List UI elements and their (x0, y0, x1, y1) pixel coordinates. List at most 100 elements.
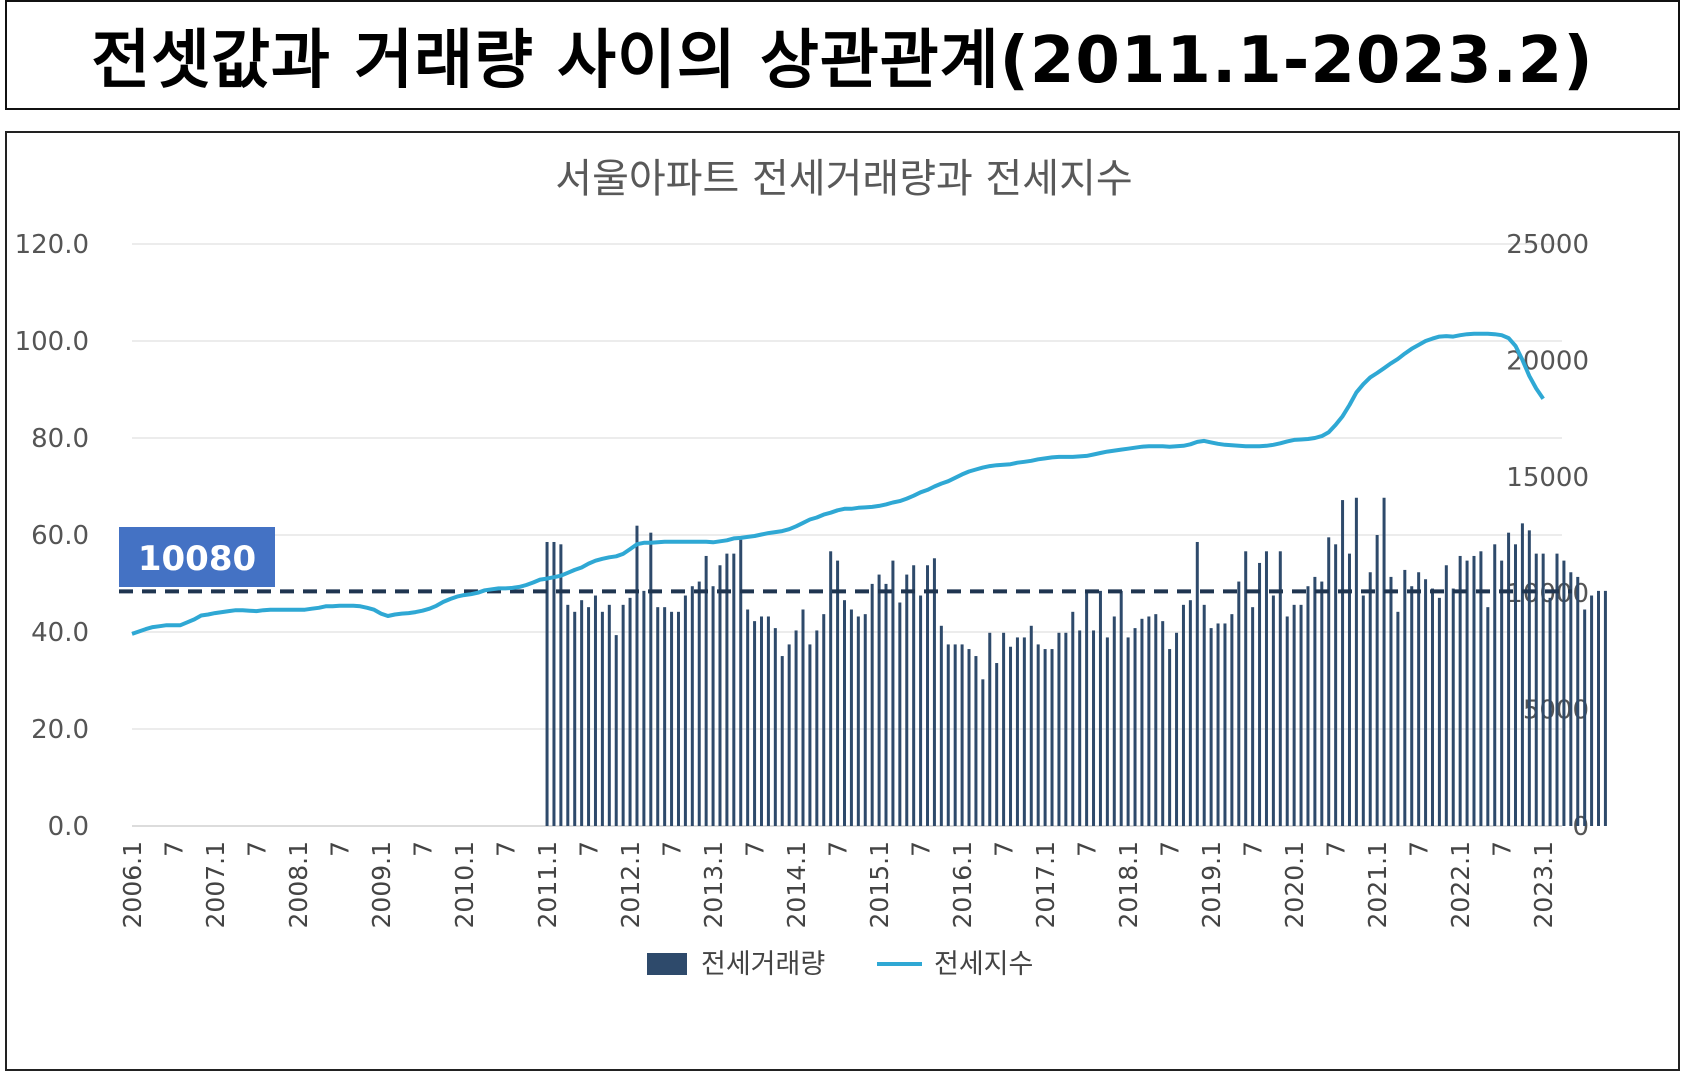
bar (725, 553, 729, 826)
bar (1050, 649, 1054, 826)
bar (614, 635, 618, 826)
bar (1216, 623, 1220, 826)
bar (863, 614, 867, 826)
bar (1057, 632, 1061, 826)
bar (1002, 632, 1006, 826)
bar (953, 644, 957, 826)
bar (773, 628, 777, 826)
bar (1015, 637, 1019, 826)
bar (1022, 637, 1026, 826)
x-axis-tick-label: 7 (1156, 841, 1185, 857)
x-axis-tick-label: 2022.1 (1446, 841, 1475, 928)
bar (1430, 588, 1434, 826)
x-axis-tick-label: 7 (824, 841, 853, 857)
bar (1264, 551, 1268, 826)
bar (1278, 551, 1282, 826)
bar (1126, 637, 1130, 826)
x-axis-tick-label: 2006.1 (118, 841, 147, 928)
bar (905, 574, 909, 826)
bar (663, 607, 667, 826)
bar (739, 539, 743, 826)
bar (566, 604, 570, 826)
reference-callout-label: 10080 (138, 539, 256, 579)
bar (995, 663, 999, 826)
gridlines (132, 243, 1562, 827)
bar (759, 616, 763, 826)
bar (607, 604, 611, 826)
x-axis-tick-label: 2011.1 (533, 841, 562, 928)
bar (1410, 586, 1414, 826)
bar (559, 544, 563, 826)
bar (1181, 604, 1185, 826)
x-axis-tick-label: 7 (1239, 841, 1268, 857)
bar (1548, 597, 1552, 826)
bar (1202, 604, 1206, 826)
x-axis-tick-label: 7 (326, 841, 355, 857)
left-axis-tick-label: 120.0 (15, 230, 89, 260)
chart-title: 서울아파트 전세거래량과 전세지수 (555, 156, 1132, 202)
bar (600, 611, 604, 826)
bar (1465, 560, 1469, 826)
x-axis-tick-label: 2008.1 (284, 841, 313, 928)
bar (1029, 625, 1033, 826)
bar (1382, 497, 1386, 826)
x-axis-tick-label: 7 (492, 841, 521, 857)
bar (1223, 623, 1227, 826)
bar (891, 560, 895, 826)
page-title-box: 전셋값과 거래량 사이의 상관관계(2011.1-2023.2) (5, 0, 1680, 110)
x-axis-tick-label: 2013.1 (699, 841, 728, 928)
bar (1098, 590, 1102, 826)
x-axis-tick-label: 2010.1 (450, 841, 479, 928)
bar (1569, 572, 1573, 826)
bar (1230, 614, 1234, 826)
bar (1168, 649, 1172, 826)
bar-series-jeonse-volume (545, 497, 1607, 826)
bar (926, 565, 930, 826)
bar (683, 595, 687, 826)
bar (1555, 553, 1559, 826)
bar (1417, 572, 1421, 826)
bar (732, 553, 736, 826)
reference-line-group: 10080 (119, 527, 1572, 594)
x-axis-tick-label: 2007.1 (201, 841, 230, 928)
bar (1251, 607, 1255, 826)
bar (1424, 579, 1428, 826)
bar (967, 649, 971, 826)
bar (1368, 572, 1372, 826)
bar (912, 565, 916, 826)
bar (960, 644, 964, 826)
index-line (131, 331, 1545, 636)
bar (946, 644, 950, 826)
bar (573, 611, 577, 826)
left-axis-tick-label: 60.0 (31, 521, 89, 551)
left-axis-ticks: 0.0 20.0 40.0 60.0 80.0 100.0 120.0 (15, 230, 89, 842)
bar (1534, 553, 1538, 826)
bar (1590, 595, 1594, 826)
bar (766, 616, 770, 826)
bar (635, 525, 639, 826)
bar (1092, 630, 1096, 826)
x-axis-tick-label: 2009.1 (367, 841, 396, 928)
bar (1576, 576, 1580, 826)
bar (1493, 544, 1497, 826)
bar (1237, 581, 1241, 826)
bar (849, 609, 853, 826)
bar (794, 630, 798, 826)
bar (1361, 595, 1365, 826)
bar (1375, 535, 1379, 826)
bar (1520, 523, 1524, 826)
bar (808, 644, 812, 826)
bar (1603, 590, 1607, 826)
x-axis-tick-label: 2014.1 (782, 841, 811, 928)
bar (1451, 588, 1455, 826)
left-axis-tick-label: 100.0 (15, 327, 89, 357)
bar (1043, 649, 1047, 826)
legend: 전세거래량 전세지수 (647, 949, 1033, 980)
x-axis-tick-label: 7 (1488, 841, 1517, 857)
bar (1133, 628, 1137, 826)
bar (1327, 537, 1331, 826)
bar (1105, 637, 1109, 826)
bar (628, 597, 632, 826)
bar (1112, 616, 1116, 826)
bar (981, 679, 985, 826)
